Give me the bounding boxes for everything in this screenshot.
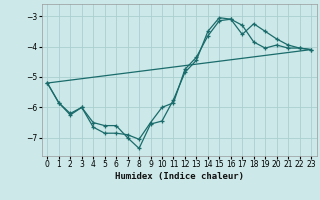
X-axis label: Humidex (Indice chaleur): Humidex (Indice chaleur): [115, 172, 244, 181]
